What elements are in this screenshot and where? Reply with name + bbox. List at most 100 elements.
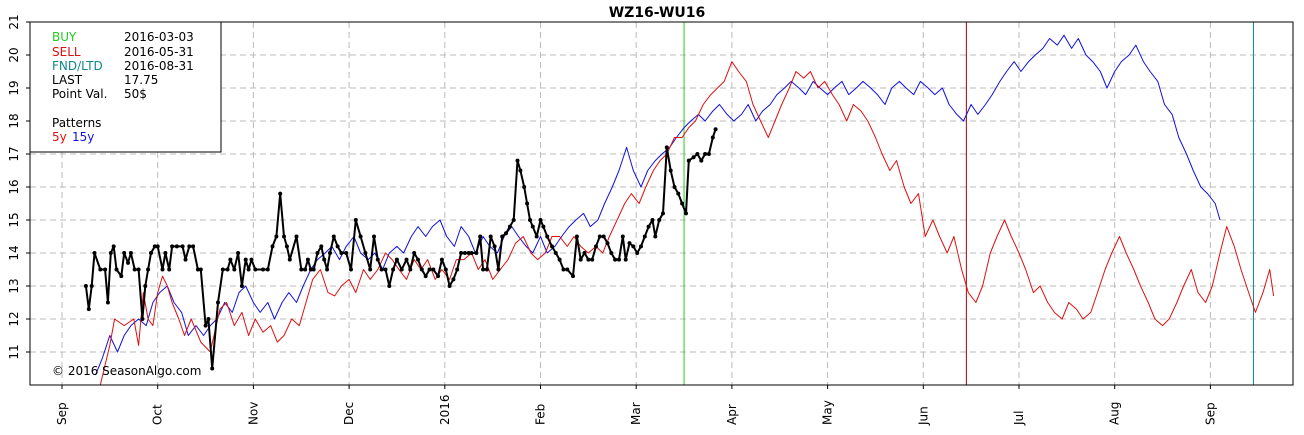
- data-point: [239, 284, 244, 288]
- data-point: [528, 218, 532, 222]
- data-point: [391, 267, 396, 272]
- data-point: [270, 244, 275, 249]
- data-point: [278, 191, 283, 196]
- data-point: [180, 244, 185, 249]
- data-point: [713, 127, 718, 132]
- data-point: [478, 234, 483, 239]
- data-point: [691, 155, 696, 160]
- x-tick-label: Mar: [629, 402, 643, 425]
- data-point: [541, 224, 546, 229]
- y-tick-label: 17: [7, 146, 21, 161]
- data-point: [672, 185, 677, 189]
- sell-label: SELL: [52, 45, 81, 59]
- y-tick-label: 16: [7, 179, 21, 194]
- data-point: [620, 234, 625, 239]
- data-point: [474, 251, 479, 255]
- x-tick-label: Sep: [55, 402, 69, 425]
- buy-date: 2016-03-03: [124, 30, 194, 44]
- data-point: [423, 274, 428, 279]
- data-point: [126, 260, 130, 265]
- y-tick-label: 15: [7, 212, 21, 227]
- data-point: [249, 257, 254, 262]
- data-point: [617, 257, 621, 262]
- data-point: [557, 257, 562, 262]
- x-tick-label: 2016: [438, 394, 452, 425]
- data-point: [668, 168, 673, 173]
- data-point: [613, 257, 618, 262]
- data-point: [530, 224, 535, 229]
- data-point: [680, 201, 685, 206]
- data-point: [368, 267, 373, 272]
- x-tick-label: Jun: [916, 406, 930, 426]
- data-point: [206, 317, 211, 321]
- data-point: [695, 152, 700, 156]
- data-point: [443, 267, 448, 272]
- data-point: [349, 267, 353, 272]
- data-point: [515, 158, 520, 163]
- data-point: [565, 267, 570, 272]
- data-point: [676, 191, 681, 196]
- y-tick-label: 12: [7, 311, 21, 326]
- data-point: [518, 168, 523, 173]
- data-point: [504, 231, 508, 236]
- data-point: [664, 145, 669, 150]
- data-point: [574, 234, 579, 239]
- sell-date: 2016-05-31: [124, 45, 194, 59]
- data-point: [586, 257, 591, 262]
- data-point: [646, 224, 651, 229]
- data-point: [191, 244, 196, 249]
- data-point: [466, 251, 471, 255]
- data-point: [451, 277, 456, 282]
- data-point: [108, 251, 113, 255]
- data-point: [469, 251, 474, 255]
- buy-label: BUY: [52, 30, 77, 44]
- plot-frame: [29, 21, 1294, 386]
- data-point: [335, 244, 340, 249]
- x-tick-label: Feb: [534, 404, 548, 425]
- data-point: [344, 251, 349, 255]
- y-tick-label: 21: [7, 14, 21, 29]
- data-point: [642, 234, 647, 239]
- data-point: [315, 251, 320, 255]
- fnd-label: FND/LTD: [52, 59, 103, 73]
- series-group: [83, 34, 1275, 386]
- data-point: [538, 218, 543, 222]
- data-point: [92, 251, 97, 255]
- data-point: [627, 241, 632, 246]
- data-point: [287, 257, 292, 262]
- x-tick-label: Aug: [1108, 402, 1122, 425]
- data-point: [216, 300, 220, 305]
- data-point: [331, 234, 336, 239]
- x-tick-label: Oct: [151, 404, 165, 425]
- data-point: [534, 234, 539, 239]
- data-point: [419, 267, 424, 272]
- data-point: [187, 244, 192, 249]
- data-point: [155, 244, 160, 249]
- data-point: [160, 267, 165, 272]
- data-point: [387, 284, 392, 288]
- data-point: [459, 251, 464, 255]
- y-tick-label: 11: [7, 344, 21, 359]
- data-point: [703, 152, 708, 156]
- data-point: [601, 234, 606, 239]
- data-point: [111, 244, 116, 249]
- copyright-text: © 2016 SeasonAlgo.com: [52, 364, 201, 378]
- info-box-frame: [29, 21, 222, 153]
- data-point: [661, 211, 665, 216]
- data-point: [149, 251, 153, 255]
- data-point: [404, 257, 409, 262]
- fnd-date: 2016-08-31: [124, 59, 194, 73]
- data-point: [372, 234, 376, 239]
- data-point: [492, 244, 497, 249]
- data-point: [363, 251, 368, 255]
- data-point: [582, 251, 587, 255]
- chart-title: WZ16-WU16: [609, 5, 706, 21]
- y-axis: 11 12 13 14 15 16 17 18 19 20 21: [7, 14, 30, 360]
- last-label: LAST: [52, 73, 83, 87]
- data-point: [303, 267, 308, 272]
- data-point: [488, 234, 493, 239]
- data-point: [232, 267, 237, 272]
- series-line-spread: [84, 128, 717, 370]
- data-point: [261, 267, 265, 272]
